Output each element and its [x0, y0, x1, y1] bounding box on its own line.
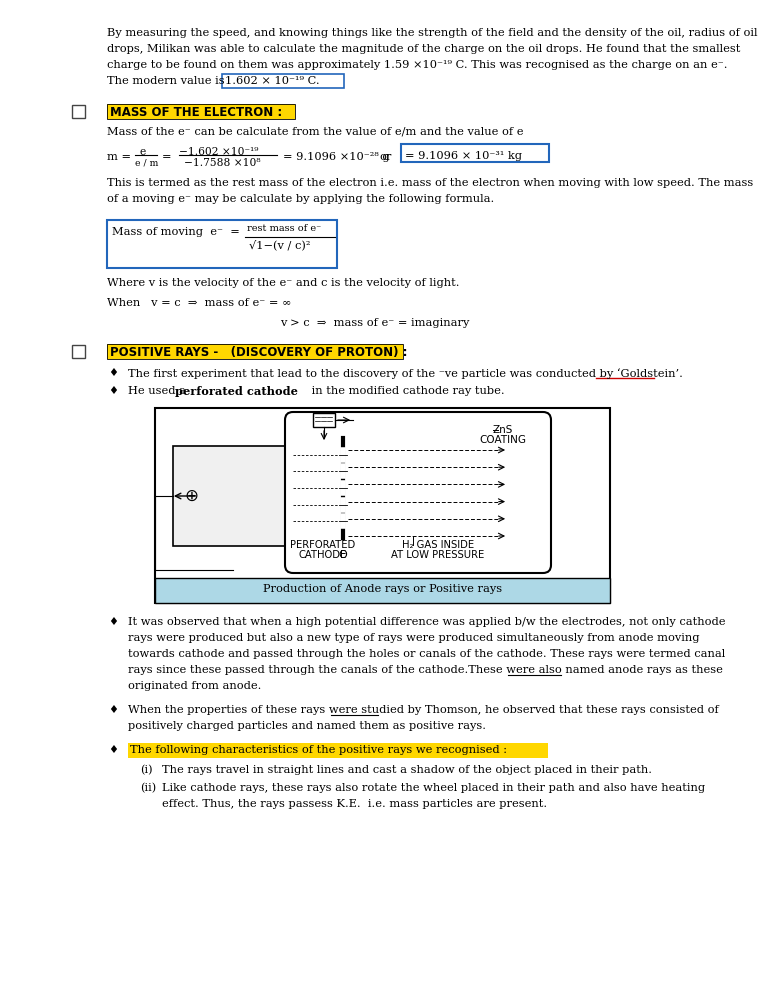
Text: −1.7588 ×10⁸: −1.7588 ×10⁸	[184, 158, 260, 168]
Bar	[107, 344, 403, 359]
Text: It was observed that when a high potential difference was applied b/w the electr: It was observed that when a high potenti…	[128, 617, 726, 627]
Text: AT LOW PRESSURE: AT LOW PRESSURE	[392, 550, 485, 560]
Text: positively charged particles and named them as positive rays.: positively charged particles and named t…	[128, 721, 486, 731]
Text: m =: m =	[107, 152, 131, 162]
Bar	[173, 446, 293, 546]
Text: (ii): (ii)	[140, 783, 156, 793]
Text: Where v is the velocity of the e⁻ and c is the velocity of light.: Where v is the velocity of the e⁻ and c …	[107, 278, 459, 288]
Bar	[107, 104, 295, 119]
Bar	[222, 74, 344, 88]
Text: The rays travel in straight lines and cast a shadow of the object placed in thei: The rays travel in straight lines and ca…	[162, 765, 652, 775]
Bar	[107, 104, 295, 119]
Text: PERFORATED: PERFORATED	[290, 540, 356, 550]
Text: By measuring the speed, and knowing things like the strength of the field and th: By measuring the speed, and knowing thin…	[107, 28, 757, 38]
Text: v > c  ⇒  mass of e⁻ = imaginary: v > c ⇒ mass of e⁻ = imaginary	[280, 318, 469, 328]
Text: 1.602 × 10⁻¹⁹ C.: 1.602 × 10⁻¹⁹ C.	[225, 76, 319, 86]
Text: = 9.1096 ×10⁻²⁸ g: = 9.1096 ×10⁻²⁸ g	[283, 152, 389, 162]
Text: Θ: Θ	[339, 550, 347, 560]
Text: MASS OF THE ELECTRON :: MASS OF THE ELECTRON :	[110, 106, 283, 119]
Text: towards cathode and passed through the holes or canals of the cathode. These ray: towards cathode and passed through the h…	[128, 649, 725, 659]
Text: charge to be found on them was approximately 1.59 ×10⁻¹⁹ C. This was recognised : charge to be found on them was approxima…	[107, 60, 727, 70]
Text: e: e	[140, 147, 146, 157]
Text: ♦: ♦	[108, 705, 118, 715]
Text: effect. Thus, the rays passess K.E.  i.e. mass particles are present.: effect. Thus, the rays passess K.E. i.e.…	[162, 799, 547, 809]
Text: ♦: ♦	[108, 617, 118, 627]
Text: CATHODE: CATHODE	[299, 550, 347, 560]
Bar	[128, 743, 548, 758]
Text: When the properties of these rays were studied by Thomson, he observed that thes: When the properties of these rays were s…	[128, 705, 719, 715]
Bar	[107, 344, 403, 359]
Text: of a moving e⁻ may be calculate by applying the following formula.: of a moving e⁻ may be calculate by apply…	[107, 194, 495, 204]
Text: ♦: ♦	[108, 368, 118, 378]
Text: Mass of moving  e⁻  =: Mass of moving e⁻ =	[112, 227, 240, 237]
Text: drops, Milikan was able to calculate the magnitude of the charge on the oil drop: drops, Milikan was able to calculate the…	[107, 44, 740, 54]
Text: This is termed as the rest mass of the electron i.e. mass of the electron when m: This is termed as the rest mass of the e…	[107, 178, 753, 188]
Text: Production of Anode rays or Positive rays: Production of Anode rays or Positive ray…	[263, 584, 502, 594]
Bar	[72, 345, 85, 358]
Text: ♦: ♦	[108, 386, 118, 396]
Text: originated from anode.: originated from anode.	[128, 681, 261, 691]
Text: ♦: ♦	[108, 745, 118, 755]
Text: e / m: e / m	[135, 158, 158, 167]
Bar	[155, 408, 610, 603]
Text: Mass of the e⁻ can be calculate from the value of e/m and the value of e: Mass of the e⁻ can be calculate from the…	[107, 126, 524, 136]
Text: POSITIVE RAYS -   (DISCOVERY OF PROTON) :: POSITIVE RAYS - (DISCOVERY OF PROTON) :	[110, 346, 408, 359]
Text: =: =	[162, 152, 171, 162]
Text: The following characteristics of the positive rays we recognised :: The following characteristics of the pos…	[130, 745, 507, 755]
Text: in the modified cathode ray tube.: in the modified cathode ray tube.	[308, 386, 505, 396]
Text: perforated cathode: perforated cathode	[175, 386, 298, 397]
Text: −1.602 ×10⁻¹⁹: −1.602 ×10⁻¹⁹	[179, 147, 259, 157]
FancyBboxPatch shape	[285, 412, 551, 573]
Text: rays since these passed through the canals of the cathode.These were also named : rays since these passed through the cana…	[128, 665, 723, 675]
Bar	[313, 413, 335, 427]
Bar	[155, 578, 610, 603]
Text: When   v = c  ⇒  mass of e⁻ = ∞: When v = c ⇒ mass of e⁻ = ∞	[107, 298, 292, 308]
Text: √1−(v / c)²: √1−(v / c)²	[249, 240, 310, 250]
Text: Like cathode rays, these rays also rotate the wheel placed in their path and als: Like cathode rays, these rays also rotat…	[162, 783, 705, 793]
Bar	[107, 220, 337, 268]
Text: He used a: He used a	[128, 386, 190, 396]
Text: rays were produced but also a new type of rays were produced simultaneously from: rays were produced but also a new type o…	[128, 633, 700, 643]
Text: or: or	[379, 152, 392, 162]
Text: COATING: COATING	[479, 435, 527, 445]
Bar	[401, 144, 549, 162]
Text: H₂ GAS INSIDE: H₂ GAS INSIDE	[402, 540, 474, 550]
Text: = 9.1096 × 10⁻³¹ kg: = 9.1096 × 10⁻³¹ kg	[405, 151, 522, 161]
Text: rest mass of e⁻: rest mass of e⁻	[247, 224, 321, 233]
Text: ZnS: ZnS	[493, 425, 513, 435]
Bar	[72, 105, 85, 118]
Text: The first experiment that lead to the discovery of the ⁻ve particle was conducte: The first experiment that lead to the di…	[128, 368, 683, 379]
Text: The modern value is: The modern value is	[107, 76, 228, 86]
Text: ⊕: ⊕	[184, 487, 198, 505]
Text: (i): (i)	[140, 765, 153, 775]
